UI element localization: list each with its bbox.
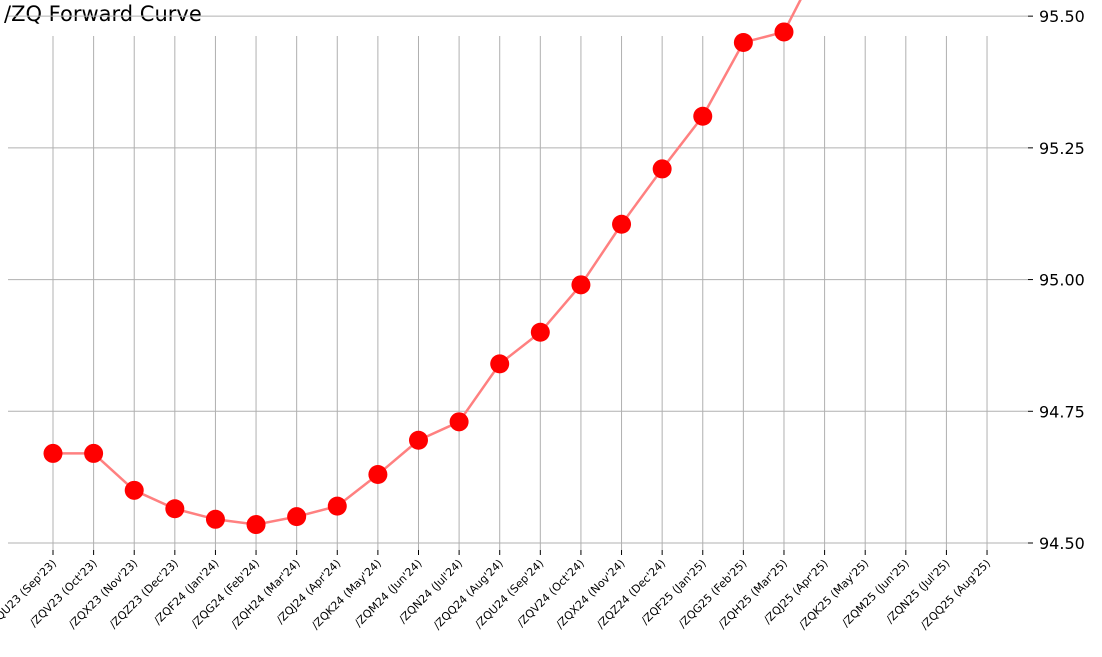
data-point xyxy=(246,515,266,535)
forward-curve-line xyxy=(53,0,802,526)
x-tick-label: /ZQK25 (May'25) xyxy=(796,557,871,632)
data-point xyxy=(368,465,388,485)
x-tick-label: /ZQX24 (Nov'24) xyxy=(553,557,627,631)
x-tick-label: /ZQQ24 (Aug'24) xyxy=(431,557,506,632)
x-axis: /ZQU23 (Sep'23)/ZQV23 (Oct'23)/ZQX23 (No… xyxy=(0,550,993,632)
y-tick-label: 94.50 xyxy=(1039,534,1085,553)
data-point xyxy=(408,430,428,450)
data-point xyxy=(287,507,307,527)
x-tick-label: /ZQG25 (Feb'25) xyxy=(676,557,750,631)
data-point xyxy=(43,443,63,463)
data-point xyxy=(652,159,672,179)
data-point xyxy=(693,106,713,126)
data-point xyxy=(571,275,591,295)
x-tick-label: /ZQZ24 (Dec'24) xyxy=(594,557,668,631)
data-point xyxy=(612,214,632,234)
y-tick-label: 95.50 xyxy=(1039,7,1085,26)
data-point xyxy=(449,412,469,432)
data-point xyxy=(327,496,347,516)
x-tick-label: /ZQZ23 (Dec'23) xyxy=(107,557,181,631)
y-tick-label: 95.25 xyxy=(1039,139,1085,158)
x-tick-label: /ZQK24 (May'24) xyxy=(309,557,384,632)
data-points xyxy=(43,22,794,535)
x-tick-label: /ZQG24 (Feb'24) xyxy=(189,557,263,631)
grid-lines xyxy=(8,15,1028,550)
data-point xyxy=(84,443,104,463)
data-point xyxy=(530,322,550,342)
data-point xyxy=(205,509,225,529)
chart-title: /ZQ Forward Curve xyxy=(4,2,202,26)
data-point xyxy=(124,480,144,500)
x-tick-label: /ZQH25 (Mar'25) xyxy=(716,557,790,631)
y-tick-label: 95.00 xyxy=(1039,271,1085,290)
x-tick-label: /ZQU24 (Sep'24) xyxy=(472,557,546,631)
x-tick-label: /ZQH24 (Mar'24) xyxy=(229,557,303,631)
data-point xyxy=(733,32,753,52)
y-tick-label: 94.75 xyxy=(1039,402,1085,421)
x-tick-label: /ZQQ25 (Aug'25) xyxy=(918,557,993,632)
x-tick-label: /ZQX23 (Nov'23) xyxy=(66,557,140,631)
data-point xyxy=(165,499,185,519)
data-point xyxy=(490,354,510,374)
data-point xyxy=(774,22,794,42)
